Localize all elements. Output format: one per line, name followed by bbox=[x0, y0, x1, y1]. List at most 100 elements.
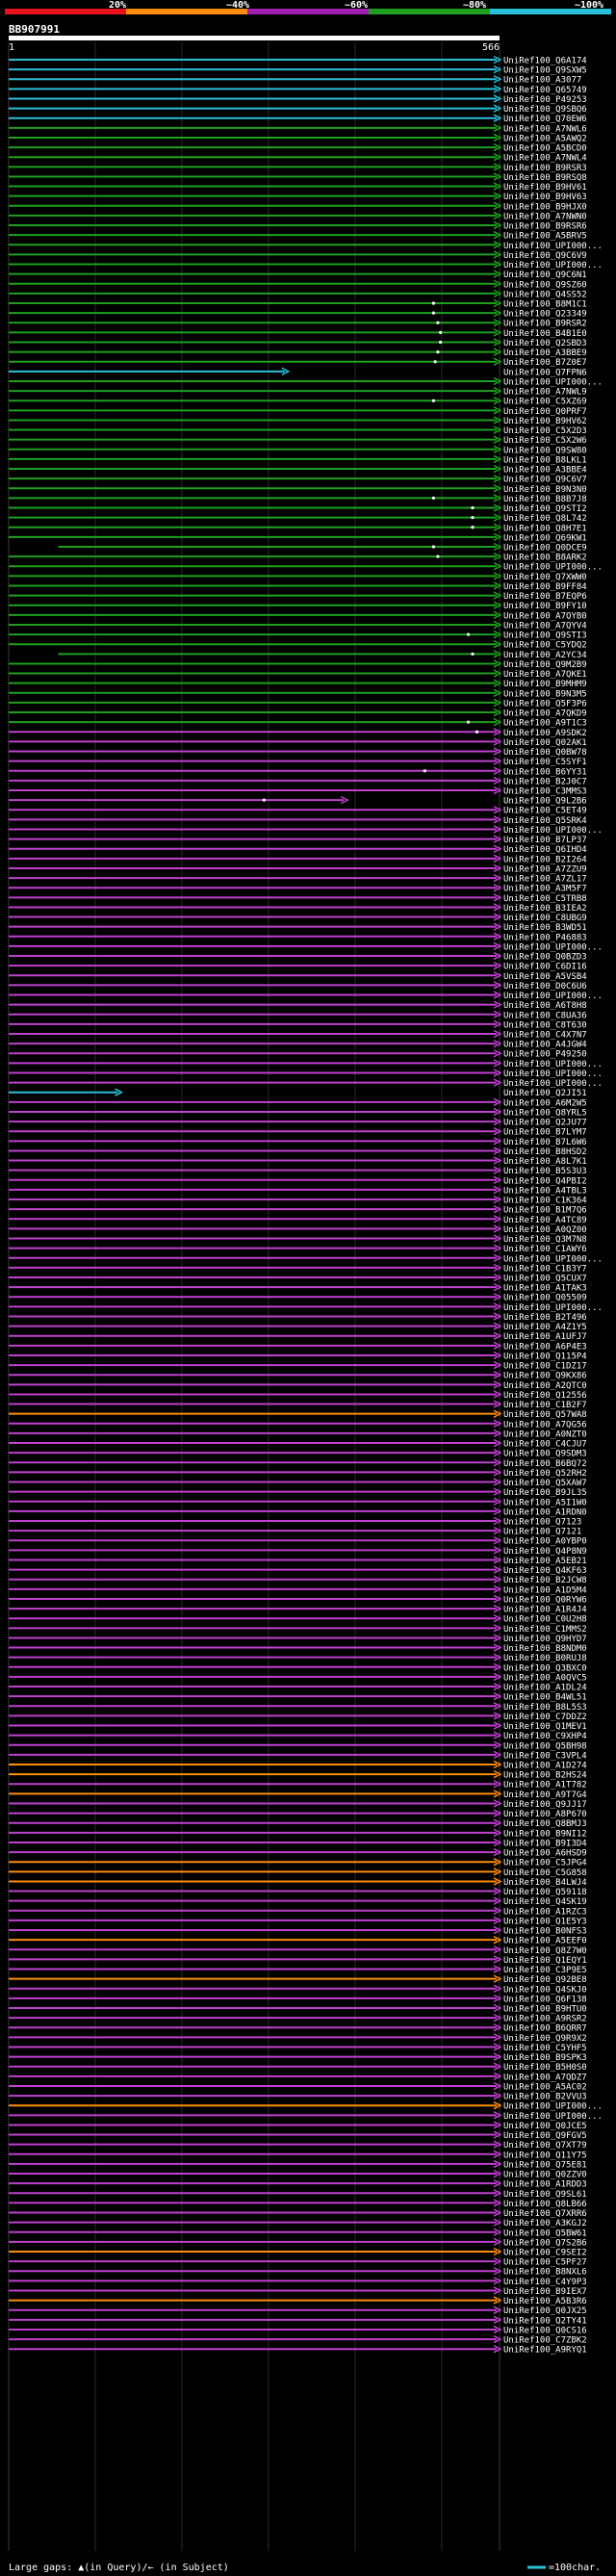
hit-label[interactable]: UniRef100_A0QVC5 bbox=[503, 1673, 587, 1683]
hit-label[interactable]: UniRef100_C1AWY6 bbox=[503, 1245, 587, 1254]
hit-label[interactable]: UniRef100_B7EQP6 bbox=[503, 592, 587, 602]
hit-row[interactable]: UniRef100_Q9KX86 bbox=[9, 1371, 587, 1381]
hit-row[interactable]: UniRef100_C5X2D3 bbox=[9, 425, 587, 436]
hit-row[interactable]: UniRef100_B1M7Q6 bbox=[9, 1204, 587, 1216]
hit-row[interactable]: UniRef100_A7QYV4 bbox=[9, 620, 587, 631]
hit-label[interactable]: UniRef100_C5SYF1 bbox=[503, 758, 587, 767]
hit-label[interactable]: UniRef100_A7ZL17 bbox=[503, 875, 587, 885]
hit-row[interactable]: UniRef100_Q1EQY1 bbox=[9, 1955, 587, 1966]
hit-row[interactable]: UniRef100_A1TAK3 bbox=[9, 1282, 587, 1294]
hit-row[interactable]: UniRef100_A0QZ00 bbox=[9, 1224, 587, 1235]
hit-row[interactable]: UniRef100_Q9SXW5 bbox=[9, 64, 587, 76]
hit-label[interactable]: UniRef100_A5EEF0 bbox=[503, 1937, 587, 1946]
hit-label[interactable]: UniRef100_B7LP37 bbox=[503, 836, 587, 845]
hit-row[interactable]: UniRef100_Q52RH2 bbox=[9, 1468, 587, 1479]
hit-row[interactable]: UniRef100_A7QKE1 bbox=[9, 669, 587, 680]
hit-label[interactable]: UniRef100_C5PF27 bbox=[503, 2258, 587, 2268]
hit-label[interactable]: UniRef100_Q59118 bbox=[503, 1888, 587, 1897]
hit-row[interactable]: UniRef100_Q9SDM3 bbox=[9, 1448, 587, 1459]
hit-label[interactable]: UniRef100_B2I264 bbox=[503, 855, 587, 864]
hit-label[interactable]: UniRef100_Q0ZZV0 bbox=[503, 2171, 587, 2180]
hit-row[interactable]: UniRef100_Q3M7N8 bbox=[9, 1234, 587, 1245]
hit-row[interactable]: UniRef100_C1B2F7 bbox=[9, 1400, 587, 1410]
hit-label[interactable]: UniRef100_B7LYM7 bbox=[503, 1128, 587, 1138]
hit-label[interactable]: UniRef100_C1K364 bbox=[503, 1197, 587, 1206]
hit-label[interactable]: UniRef100_C9SEI2 bbox=[503, 2249, 587, 2258]
hit-row[interactable]: UniRef100_B2I264 bbox=[9, 854, 587, 864]
hit-row[interactable]: UniRef100_Q9L2B6 bbox=[9, 795, 587, 807]
hit-label[interactable]: UniRef100_A8L7K1 bbox=[503, 1157, 587, 1167]
hit-label[interactable]: UniRef100_Q9STI2 bbox=[503, 504, 587, 514]
hit-row[interactable]: UniRef100_B9FY10 bbox=[9, 601, 587, 611]
hit-row[interactable]: UniRef100_A6T8H8 bbox=[9, 1000, 587, 1011]
hit-label[interactable]: UniRef100_Q4SS52 bbox=[503, 290, 587, 299]
hit-row[interactable]: UniRef100_C0U2H8 bbox=[9, 1614, 587, 1625]
hit-label[interactable]: UniRef100_A7QKD9 bbox=[503, 709, 587, 719]
hit-row[interactable]: UniRef100_A4TC89 bbox=[9, 1215, 587, 1225]
hit-label[interactable]: UniRef100_Q2TY41 bbox=[503, 2316, 587, 2326]
hit-row[interactable]: UniRef100_B9JL35 bbox=[9, 1487, 587, 1498]
hit-row[interactable]: UniRef100_Q2SBD3 bbox=[9, 338, 587, 348]
hit-row[interactable]: UniRef100_A3M5F7 bbox=[9, 884, 587, 894]
hit-label[interactable]: UniRef100_P49253 bbox=[503, 95, 587, 105]
hit-label[interactable]: UniRef100_C5X2W6 bbox=[503, 436, 587, 446]
hit-row[interactable]: UniRef100_B9N3N0 bbox=[9, 484, 587, 495]
hit-row[interactable]: UniRef100_C3P9E5 bbox=[9, 1965, 587, 1975]
hit-label[interactable]: UniRef100_UPI000... bbox=[503, 1060, 603, 1069]
hit-label[interactable]: UniRef100_A7ZZU9 bbox=[503, 864, 587, 874]
hit-label[interactable]: UniRef100_A1D274 bbox=[503, 1762, 587, 1771]
hit-row[interactable]: UniRef100_B9HV61 bbox=[9, 182, 587, 193]
hit-row[interactable]: UniRef100_Q9C6N1 bbox=[9, 270, 587, 280]
hit-row[interactable]: UniRef100_B9SPK3 bbox=[9, 2052, 587, 2063]
hit-label[interactable]: UniRef100_A2QTC0 bbox=[503, 1381, 587, 1391]
hit-row[interactable]: UniRef100_UPI000... bbox=[9, 1059, 603, 1069]
hit-label[interactable]: UniRef100_B9HV61 bbox=[503, 183, 587, 193]
hit-row[interactable]: UniRef100_B6QRR7 bbox=[9, 2023, 587, 2034]
hit-row[interactable]: UniRef100_Q2TY41 bbox=[9, 2315, 587, 2326]
hit-label[interactable]: UniRef100_C4CJU7 bbox=[503, 1440, 587, 1450]
hit-row[interactable]: UniRef100_Q0DCE9 bbox=[58, 542, 587, 554]
hit-label[interactable]: UniRef100_Q9JJ17 bbox=[503, 1800, 587, 1810]
hit-row[interactable]: UniRef100_C5G858 bbox=[9, 1868, 587, 1878]
hit-label[interactable]: UniRef100_B8NDM0 bbox=[503, 1644, 587, 1654]
hit-label[interactable]: UniRef100_B9RSQ8 bbox=[503, 173, 587, 183]
hit-row[interactable]: UniRef100_B6YY31 bbox=[9, 766, 587, 777]
hit-row[interactable]: UniRef100_Q7XWW0 bbox=[9, 572, 587, 582]
hit-row[interactable]: UniRef100_Q9R9X2 bbox=[9, 2033, 587, 2044]
hit-label[interactable]: UniRef100_B6QRR7 bbox=[503, 2024, 587, 2034]
hit-row[interactable]: UniRef100_A8L7K1 bbox=[9, 1156, 587, 1167]
hit-label[interactable]: UniRef100_Q8H7E1 bbox=[503, 524, 587, 533]
hit-label[interactable]: UniRef100_Q6IHD4 bbox=[503, 845, 587, 855]
hit-row[interactable]: UniRef100_B6BQ72 bbox=[9, 1458, 587, 1469]
hit-label[interactable]: UniRef100_Q75E81 bbox=[503, 2160, 587, 2170]
hit-row[interactable]: UniRef100_Q7123 bbox=[9, 1516, 581, 1528]
hit-label[interactable]: UniRef100_A1RZC3 bbox=[503, 1907, 587, 1917]
hit-label[interactable]: UniRef100_C5JPG4 bbox=[503, 1859, 587, 1868]
hit-row[interactable]: UniRef100_Q05509 bbox=[9, 1293, 587, 1303]
hit-row[interactable]: UniRef100_A9SDK2 bbox=[9, 728, 587, 738]
hit-label[interactable]: UniRef100_B8NXL6 bbox=[503, 2268, 587, 2278]
hit-row[interactable]: UniRef100_A0YBP0 bbox=[9, 1536, 587, 1547]
hit-label[interactable]: UniRef100_A3077 bbox=[503, 76, 581, 86]
hit-row[interactable]: UniRef100_A9T1C3 bbox=[9, 717, 587, 729]
hit-row[interactable]: UniRef100_C1K364 bbox=[9, 1195, 587, 1206]
hit-label[interactable]: UniRef100_C8T630 bbox=[503, 1020, 587, 1030]
hit-row[interactable]: UniRef100_UPI000... bbox=[9, 1302, 603, 1313]
hit-row[interactable]: UniRef100_A5AC02 bbox=[9, 2081, 587, 2092]
hit-row[interactable]: UniRef100_Q57WA8 bbox=[9, 1409, 587, 1420]
hit-label[interactable]: UniRef100_C5G858 bbox=[503, 1868, 587, 1878]
hit-label[interactable]: UniRef100_A9RYQ1 bbox=[503, 2346, 587, 2356]
hit-row[interactable]: UniRef100_C5X2W6 bbox=[9, 435, 587, 446]
hit-row[interactable]: UniRef100_Q5F3P6 bbox=[9, 698, 587, 708]
hit-row[interactable]: UniRef100_A0NZT0 bbox=[9, 1429, 587, 1439]
hit-label[interactable]: UniRef100_Q3M7N8 bbox=[503, 1235, 587, 1245]
hit-label[interactable]: UniRef100_Q4P8N9 bbox=[503, 1547, 587, 1557]
hit-row[interactable]: UniRef100_Q11Y75 bbox=[9, 2150, 587, 2160]
hit-label[interactable]: UniRef100_Q7FPN6 bbox=[503, 368, 587, 377]
hit-label[interactable]: UniRef100_B6BQ72 bbox=[503, 1459, 587, 1469]
hit-label[interactable]: UniRef100_B8M1C1 bbox=[503, 300, 587, 310]
hit-row[interactable]: UniRef100_C1DZ17 bbox=[9, 1360, 587, 1372]
hit-label[interactable]: UniRef100_C5YDQ2 bbox=[503, 641, 587, 651]
hit-label[interactable]: UniRef100_A9RSR2 bbox=[503, 2015, 587, 2024]
hit-label[interactable]: UniRef100_A7NWL4 bbox=[503, 154, 587, 164]
